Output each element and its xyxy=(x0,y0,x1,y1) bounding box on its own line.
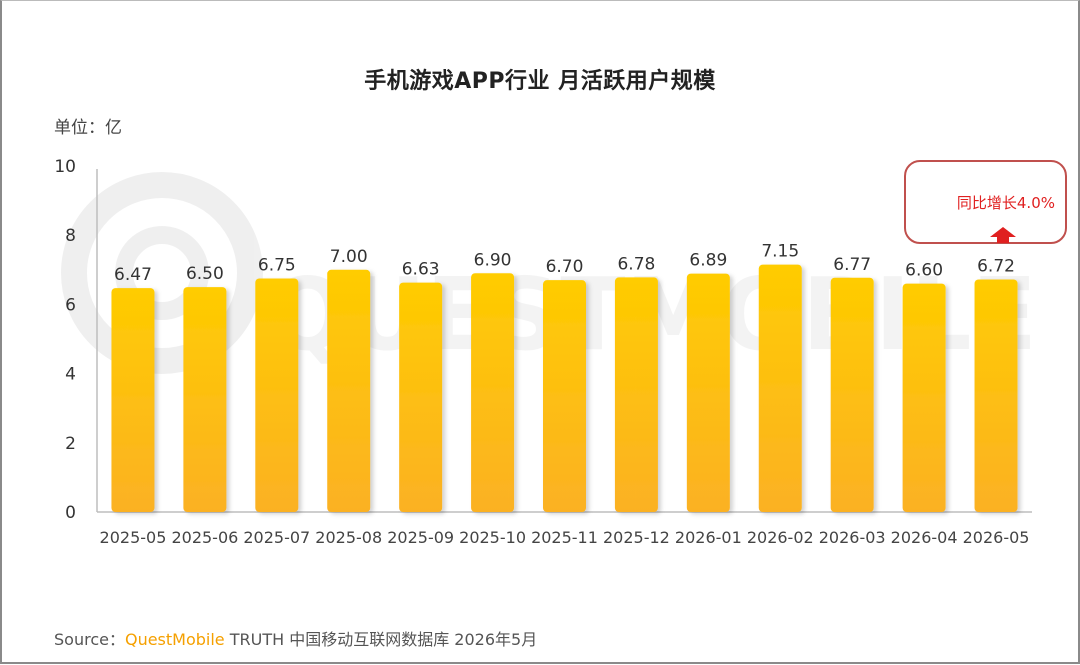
x-tick-label: 2026-01 xyxy=(675,528,742,547)
yoy-growth-text: 同比增长4.0% xyxy=(956,194,1055,212)
bar xyxy=(183,287,227,512)
bar xyxy=(327,269,371,512)
x-tick-label: 2026-04 xyxy=(891,528,958,547)
bar xyxy=(974,279,1018,512)
y-tick-label: 6 xyxy=(65,295,76,315)
x-tick-label: 2025-06 xyxy=(171,528,238,547)
x-tick-label: 2025-07 xyxy=(243,528,310,547)
data-label: 6.75 xyxy=(258,255,296,275)
bar xyxy=(543,280,586,512)
yoy-growth-callout: 同比增长4.0% xyxy=(904,160,1067,244)
y-tick-label: 2 xyxy=(65,434,76,454)
x-tick-label: 2025-11 xyxy=(531,528,598,547)
source-suffix: TRUTH 中国移动互联网数据库 2026年5月 xyxy=(224,630,538,649)
x-tick-label: 2025-05 xyxy=(100,528,167,547)
data-label: 6.50 xyxy=(186,264,224,284)
bar xyxy=(758,264,802,512)
y-tick-label: 0 xyxy=(65,503,76,523)
bar xyxy=(686,273,730,512)
data-label: 6.78 xyxy=(617,254,655,274)
up-arrow-icon xyxy=(990,227,1016,243)
x-tick-label: 2026-02 xyxy=(747,528,814,547)
source-line: Source：QuestMobile TRUTH 中国移动互联网数据库 2026… xyxy=(54,626,537,650)
unit-label: 单位：亿 xyxy=(54,118,122,138)
source-brand: QuestMobile xyxy=(124,630,225,649)
bar-chart: 0 2 4 6 8 10 6.47 2025-05 6.50 2025-06 6.75 2025-0… xyxy=(54,157,1032,547)
x-tick-label: 2025-09 xyxy=(387,528,454,547)
data-label: 6.77 xyxy=(833,255,871,275)
data-label: 6.72 xyxy=(977,256,1015,276)
data-label: 6.70 xyxy=(546,257,584,277)
x-tick-label: 2025-12 xyxy=(603,528,670,547)
x-tick-label: 2025-10 xyxy=(459,528,526,547)
bar xyxy=(399,282,443,512)
y-tick-label: 4 xyxy=(65,365,76,385)
bar xyxy=(255,278,299,512)
bar xyxy=(471,273,515,512)
source-prefix: Source： xyxy=(54,630,125,649)
chart-title: 手机游戏APP行业 月活跃用户规模 xyxy=(364,69,716,94)
data-label: 6.47 xyxy=(114,265,152,285)
data-label: 6.90 xyxy=(474,250,512,270)
x-tick-label: 2026-05 xyxy=(963,528,1030,547)
data-label: 6.89 xyxy=(689,251,727,271)
data-label: 7.15 xyxy=(761,242,799,262)
bar xyxy=(111,288,155,512)
data-label: 7.00 xyxy=(330,247,368,267)
data-label: 6.60 xyxy=(905,261,943,281)
data-label: 6.63 xyxy=(402,260,440,280)
x-tick-label: 2025-08 xyxy=(315,528,382,547)
bar xyxy=(614,277,658,512)
bar xyxy=(830,277,874,512)
y-tick-label: 8 xyxy=(65,226,76,246)
bar xyxy=(902,283,946,512)
y-tick-label: 10 xyxy=(54,157,76,177)
x-tick-label: 2026-03 xyxy=(819,528,886,547)
